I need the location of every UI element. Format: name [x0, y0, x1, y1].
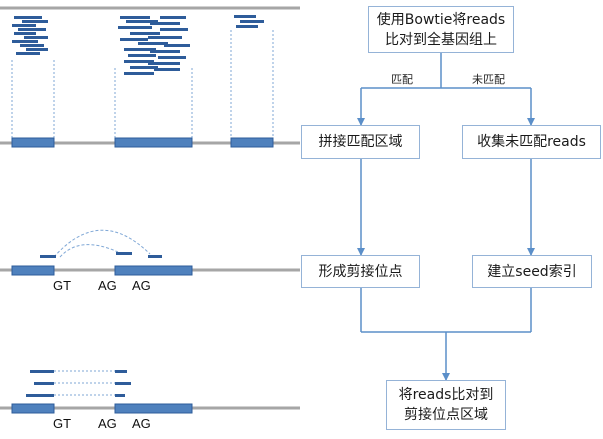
node-map-to-junctions: 将reads比对到 剪接位点区域: [386, 380, 506, 430]
exons-row-1: [11, 137, 274, 148]
splice-site-ag-2: AG: [132, 278, 151, 293]
exon-3: [230, 137, 274, 148]
splice-site-gt: GT: [53, 278, 72, 293]
splice-junction-row: [11, 229, 193, 276]
splice-site-ag-2-bottom: AG: [132, 416, 151, 431]
read-cluster-1: [12, 16, 48, 55]
junction-mapped-row: [11, 370, 193, 414]
read-pileups: [12, 15, 264, 75]
exon-1: [11, 137, 55, 148]
splice-site-ag-1-bottom: AG: [98, 416, 117, 431]
node-form-junctions: 形成剪接位点: [301, 255, 420, 288]
cluster-drop-lines: [11, 30, 274, 138]
flow-connectors: [357, 53, 535, 381]
splice-site-ag-1: AG: [98, 278, 117, 293]
edge-label-unmatched: 未匹配: [472, 73, 505, 86]
node-collect-unmapped: 收集未匹配reads: [462, 125, 601, 159]
splice-site-gt-bottom: GT: [53, 416, 72, 431]
node-build-seed-index: 建立seed索引: [472, 255, 592, 288]
node-splice-region: 拼接匹配区域: [301, 125, 420, 159]
exon-2: [114, 137, 193, 148]
read-cluster-3: [234, 15, 264, 28]
edge-label-matched: 匹配: [391, 73, 413, 86]
read-cluster-2: [118, 16, 190, 75]
node-map-genome: 使用Bowtie将reads 比对到全基因组上: [368, 6, 514, 53]
